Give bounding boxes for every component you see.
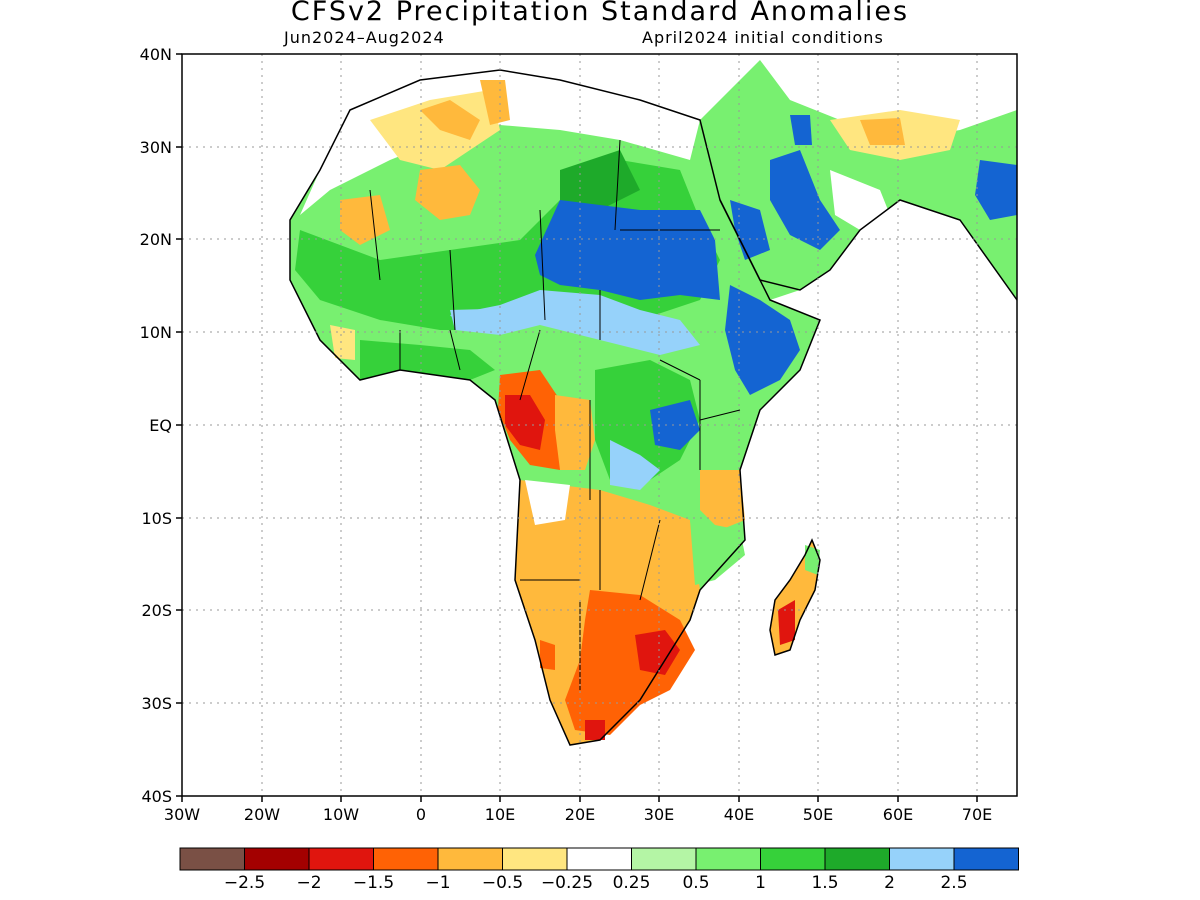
sahara-orange-2 xyxy=(415,165,480,220)
colorbar xyxy=(179,847,1019,871)
colorbar-swatch xyxy=(179,847,245,871)
chart-title: CFSv2 Precipitation Standard Anomalies xyxy=(290,0,910,27)
arabia-blue-1 xyxy=(770,150,840,250)
lat-label: 40N xyxy=(140,45,172,64)
lon-label: 30E xyxy=(644,805,674,824)
colorbar-swatch xyxy=(695,847,761,871)
iraq-blue xyxy=(790,115,812,145)
lon-label: 20E xyxy=(565,805,595,824)
colorbar-swatch xyxy=(889,847,955,871)
colorbar-swatch xyxy=(953,847,1019,871)
lon-label: 60E xyxy=(883,805,913,824)
gabon-red xyxy=(505,395,545,450)
lat-label: 20N xyxy=(140,230,172,249)
initial-conditions: April2024 initial conditions xyxy=(642,28,884,47)
namibia-orange xyxy=(540,640,555,670)
lat-label: 10S xyxy=(141,509,172,528)
congo-lightblue xyxy=(610,440,660,490)
arabia-blue-2 xyxy=(730,200,770,260)
colorbar-swatch xyxy=(502,847,568,871)
east-africa-orange xyxy=(700,470,745,530)
lat-label: 30N xyxy=(140,138,172,157)
colorbar-swatch xyxy=(760,847,826,871)
forecast-period: Jun2024–Aug2024 xyxy=(284,28,445,47)
colorbar-swatch xyxy=(566,847,632,871)
sahara-yellow xyxy=(370,90,500,170)
colorbar-swatch xyxy=(373,847,439,871)
guinea-coast-green xyxy=(360,340,495,380)
colorbar-swatch xyxy=(437,847,503,871)
lon-label: 0 xyxy=(416,805,426,824)
lat-label: 40S xyxy=(141,787,172,806)
senegal-yellow xyxy=(330,325,355,360)
colorbar-label: −2 xyxy=(296,873,321,893)
colorbar-label: 2 xyxy=(884,873,895,893)
colorbar-swatch xyxy=(631,847,697,871)
madagascar-coastline xyxy=(769,538,821,656)
colorbar-label: −0.25 xyxy=(541,873,593,893)
lon-label: 30W xyxy=(164,805,200,824)
central-yellow xyxy=(555,395,595,470)
sahara-orange-4 xyxy=(480,80,510,125)
angola-white xyxy=(525,480,570,525)
colorbar-swatch xyxy=(244,847,310,871)
lon-label: 20W xyxy=(244,805,280,824)
longitude-labels: 30W 20W 10W 0 10E 20E 30E 40E 50E 60E 70… xyxy=(164,805,992,824)
southafrica-darkorange xyxy=(565,590,695,735)
middle-east-orange xyxy=(860,118,905,145)
colorbar-label: 0.5 xyxy=(682,873,709,893)
africa-coastline xyxy=(289,69,821,746)
lat-label: 20S xyxy=(141,601,172,620)
lon-label: 50E xyxy=(803,805,833,824)
colorbar-label: 2.5 xyxy=(940,873,967,893)
colorbar-swatch xyxy=(824,847,890,871)
sudan-lightblue xyxy=(450,290,700,355)
sudan-blue xyxy=(535,200,720,300)
iran-blue xyxy=(975,160,1017,220)
grid-lines xyxy=(182,54,1017,796)
mozambique-green xyxy=(690,520,745,585)
arabia-coastline xyxy=(719,199,1017,301)
latitude-labels: 40N 30N 20N 10N EQ 10S 20S 30S 40S xyxy=(140,45,172,806)
lake-blue xyxy=(650,400,700,450)
madagascar-red xyxy=(778,600,795,645)
lon-label: 40E xyxy=(724,805,754,824)
lat-label: 30S xyxy=(141,694,172,713)
westafrica-lightblue xyxy=(450,308,540,335)
colorbar-label: −0.5 xyxy=(482,873,523,893)
colorbar-label: 1.5 xyxy=(811,873,838,893)
colorbar-label: 1 xyxy=(755,873,766,893)
country-borders xyxy=(369,139,741,690)
zimbabwe-red xyxy=(635,630,680,675)
sahara-orange-3 xyxy=(340,195,390,245)
arabia-white xyxy=(830,170,890,230)
lon-label: 10E xyxy=(485,805,515,824)
colorbar-label: −1.5 xyxy=(353,873,394,893)
colorbar-label: −2.5 xyxy=(224,873,265,893)
lat-label: EQ xyxy=(149,416,172,435)
axis-ticks xyxy=(176,53,978,802)
lat-label: 10N xyxy=(140,323,172,342)
cape-red xyxy=(585,720,605,740)
lon-label: 70E xyxy=(962,805,992,824)
ethiopia-blue xyxy=(725,285,800,395)
colorbar-label: −1 xyxy=(425,873,450,893)
lon-label: 10W xyxy=(323,805,359,824)
sahara-orange-1 xyxy=(420,100,480,140)
sahara-white xyxy=(300,70,700,215)
colorbar-swatch xyxy=(308,847,374,871)
colorbar-label: 0.25 xyxy=(613,873,651,893)
colorbar-labels: −2.5 −2 −1.5 −1 −0.5 −0.25 0.25 0.5 1 1.5 2 2.5 xyxy=(224,873,968,893)
